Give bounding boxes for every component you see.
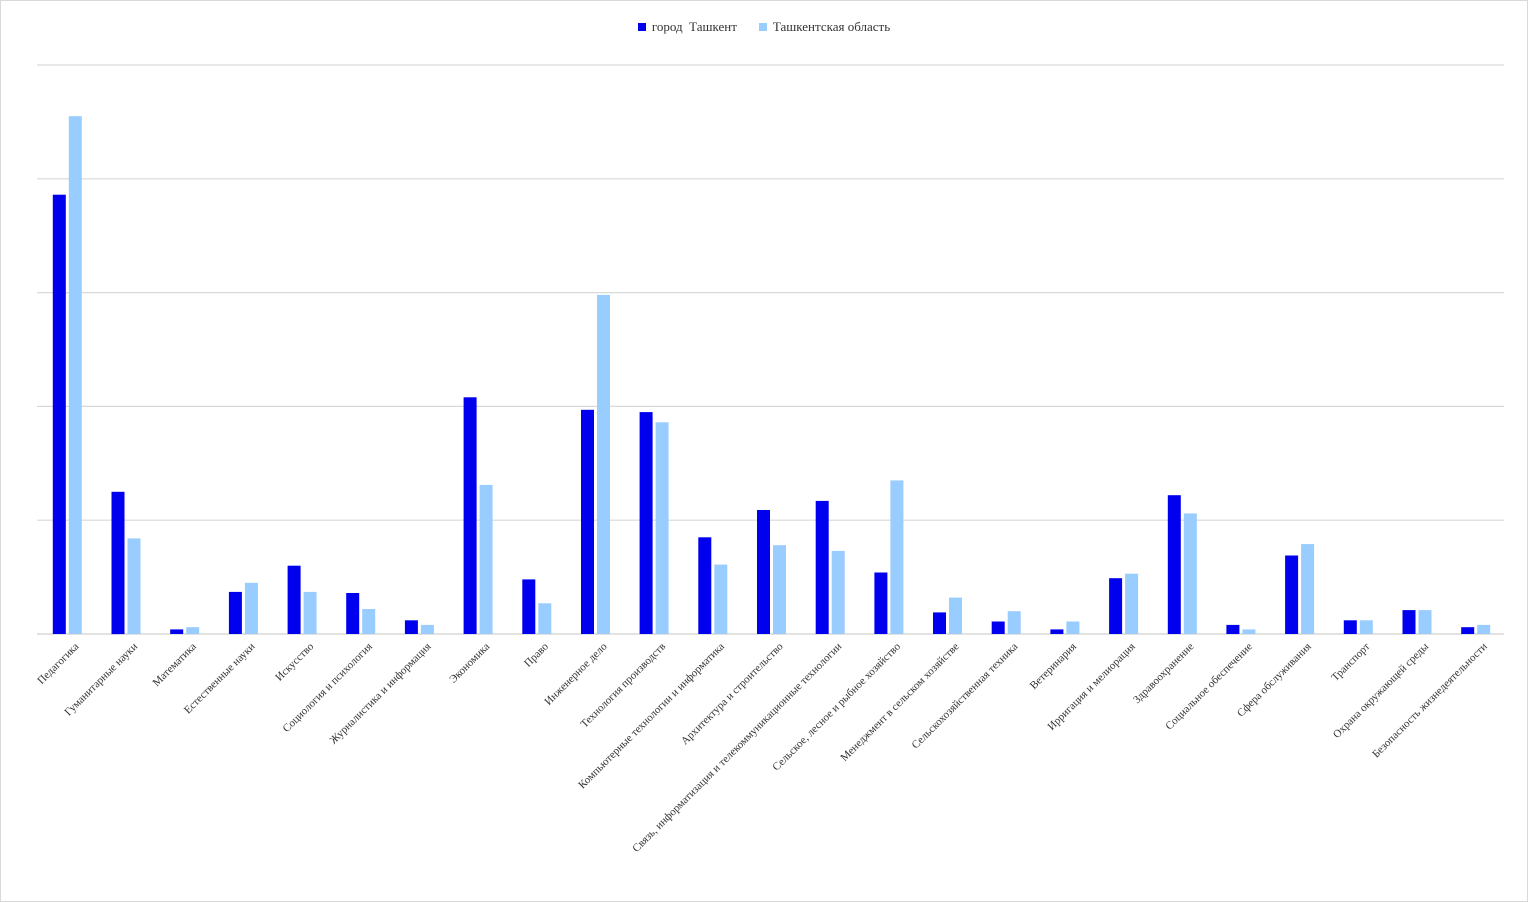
legend-label-tashkent-city: город Ташкент bbox=[651, 19, 737, 34]
x-tick-label: Здравоохранение bbox=[1131, 641, 1196, 706]
bar-tashkent-region bbox=[949, 597, 962, 634]
bar-tashkent-city bbox=[522, 579, 536, 634]
bar-tashkent-region bbox=[1301, 544, 1315, 634]
x-tick-label: Инженерное дело bbox=[542, 640, 610, 708]
bar-tashkent-city bbox=[1109, 578, 1123, 634]
bar-tashkent-city bbox=[1461, 627, 1475, 634]
bar-tashkent-region bbox=[127, 538, 141, 634]
bar-tashkent-city bbox=[404, 620, 418, 634]
bar-tashkent-region bbox=[479, 484, 493, 634]
bar-tashkent-city bbox=[52, 194, 66, 634]
bar-tashkent-city bbox=[1285, 555, 1299, 634]
x-tick-label: Право bbox=[522, 640, 551, 669]
legend-label-tashkent-region: Ташкентская область bbox=[772, 19, 891, 34]
bar-tashkent-region bbox=[1183, 513, 1197, 634]
x-tick-label: Сельскохозяйственная техника bbox=[910, 641, 1021, 752]
bar-tashkent-region bbox=[538, 603, 552, 634]
bar-tashkent-city bbox=[933, 612, 946, 634]
x-tick-label: Архитектура и строительство bbox=[679, 640, 786, 747]
bar-tashkent-region bbox=[1359, 620, 1373, 634]
bar-tashkent-city bbox=[581, 409, 594, 634]
bar-tashkent-city bbox=[1167, 495, 1181, 634]
bar-tashkent-city bbox=[874, 572, 888, 634]
bar-tashkent-city bbox=[111, 491, 125, 635]
bar-tashkent-region bbox=[1477, 624, 1491, 634]
bar-tashkent-city bbox=[1402, 610, 1416, 634]
legend-item-tashkent-region: Ташкентская область bbox=[758, 19, 891, 35]
legend-swatch-tashkent-region bbox=[758, 23, 767, 31]
bar-tashkent-city bbox=[346, 593, 360, 634]
x-tick-label: Безопасность жизнедеятельности bbox=[1370, 641, 1490, 761]
bar-tashkent-city bbox=[698, 537, 712, 634]
bar-tashkent-region bbox=[597, 294, 610, 634]
bar-tashkent-city bbox=[757, 510, 770, 634]
bar-tashkent-region bbox=[244, 582, 258, 634]
bar-tashkent-region bbox=[1242, 629, 1256, 634]
bar-tashkent-region bbox=[773, 545, 786, 634]
x-tick-label: Связь, информатизация и телекоммуникацио… bbox=[630, 641, 844, 855]
bar-tashkent-region bbox=[1418, 610, 1432, 634]
bar-tashkent-city bbox=[1050, 629, 1064, 634]
legend-item-tashkent-city: город Ташкент bbox=[637, 19, 737, 35]
bar-tashkent-city bbox=[170, 629, 184, 634]
bar-tashkent-region bbox=[655, 422, 669, 634]
bar-tashkent-region bbox=[1007, 611, 1021, 634]
bar-tashkent-region bbox=[303, 591, 317, 634]
bar-tashkent-city bbox=[991, 621, 1005, 634]
bar-tashkent-region bbox=[68, 116, 82, 634]
bar-tashkent-city bbox=[463, 397, 477, 634]
bar-tashkent-city bbox=[815, 500, 829, 634]
legend: город Ташкент Ташкентская область bbox=[0, 19, 1528, 35]
x-tick-label: Журналистика и информация bbox=[328, 641, 434, 747]
x-tick-label: Ветеринария bbox=[1028, 641, 1079, 692]
x-tick-label: Охрана окружающей среды bbox=[1331, 640, 1432, 741]
legend-swatch-tashkent-city bbox=[637, 23, 646, 31]
bar-tashkent-city bbox=[228, 591, 242, 634]
x-tick-label: Математика bbox=[151, 641, 199, 689]
bar-tashkent-city bbox=[1343, 620, 1357, 634]
bar-tashkent-region bbox=[714, 564, 728, 634]
bar-tashkent-region bbox=[186, 627, 200, 634]
bar-tashkent-city bbox=[1226, 624, 1240, 634]
x-tick-label: Педагогика bbox=[35, 641, 81, 687]
x-tick-label: Искусство bbox=[273, 640, 316, 683]
bar-tashkent-region bbox=[890, 480, 904, 634]
bar-tashkent-city bbox=[287, 565, 301, 634]
x-tick-label: Экономика bbox=[447, 641, 492, 686]
bar-tashkent-region bbox=[1125, 573, 1139, 634]
x-tick-label: Сельское, лесное и рыбное хозяйство bbox=[770, 640, 903, 773]
x-tick-label: Транспорт bbox=[1329, 641, 1372, 684]
bar-tashkent-region bbox=[1066, 621, 1080, 634]
bar-tashkent-region bbox=[831, 550, 845, 634]
bar-tashkent-city bbox=[639, 412, 653, 634]
x-tick-label: Менеджмент в сельском хозяйстве bbox=[838, 641, 961, 764]
bar-tashkent-region bbox=[420, 624, 434, 634]
bar-tashkent-region bbox=[362, 609, 376, 634]
